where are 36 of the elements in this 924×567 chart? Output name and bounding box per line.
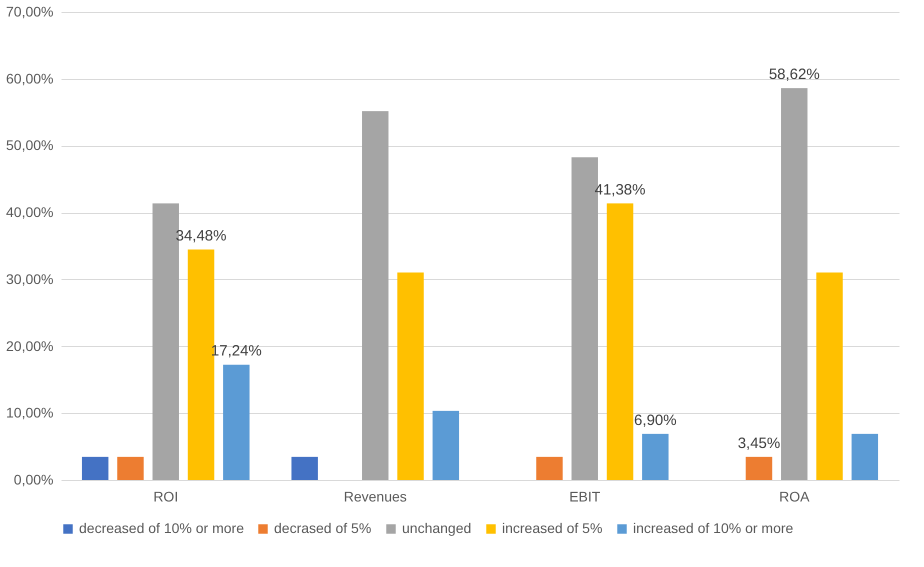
legend-label: decreased of 10% or more (79, 520, 244, 536)
x-tick-label: ROA (779, 488, 810, 504)
bar (536, 456, 563, 480)
data-label: 41,38% (594, 181, 646, 198)
data-label: 58,62% (768, 66, 820, 84)
y-tick-label: 0,00% (14, 472, 54, 488)
data-label: 6,90% (634, 412, 677, 429)
bar (816, 272, 843, 480)
bar (852, 434, 878, 480)
legend-label: increased of 5% (502, 520, 602, 536)
y-tick-label: 30,00% (6, 270, 54, 287)
bar (117, 456, 144, 480)
y-tick-label: 10,00% (6, 404, 54, 421)
data-label: 3,45% (738, 434, 780, 452)
legend-label: decrased of 5% (274, 520, 372, 536)
y-tick-label: 50,00% (6, 137, 54, 154)
y-tick-label: 20,00% (6, 338, 54, 354)
bar (781, 88, 808, 480)
y-tick-label: 40,00% (6, 204, 54, 220)
bar (82, 456, 108, 480)
y-tick-label: 60,00% (6, 70, 54, 86)
data-label: 34,48% (176, 227, 226, 244)
x-tick-label: Revenues (344, 488, 407, 504)
bar (397, 272, 424, 480)
bar (223, 364, 250, 480)
bar (642, 434, 669, 480)
y-tick-label: 70,00% (6, 4, 54, 20)
bar (362, 111, 388, 480)
bar (606, 203, 634, 480)
bar (432, 410, 460, 480)
bar (746, 456, 772, 480)
x-tick-label: ROI (153, 488, 178, 504)
x-tick-label: EBIT (569, 488, 601, 504)
legend-label: increased of 10% or more (633, 520, 794, 536)
legend-label: unchanged (402, 520, 472, 536)
bar (291, 456, 318, 480)
